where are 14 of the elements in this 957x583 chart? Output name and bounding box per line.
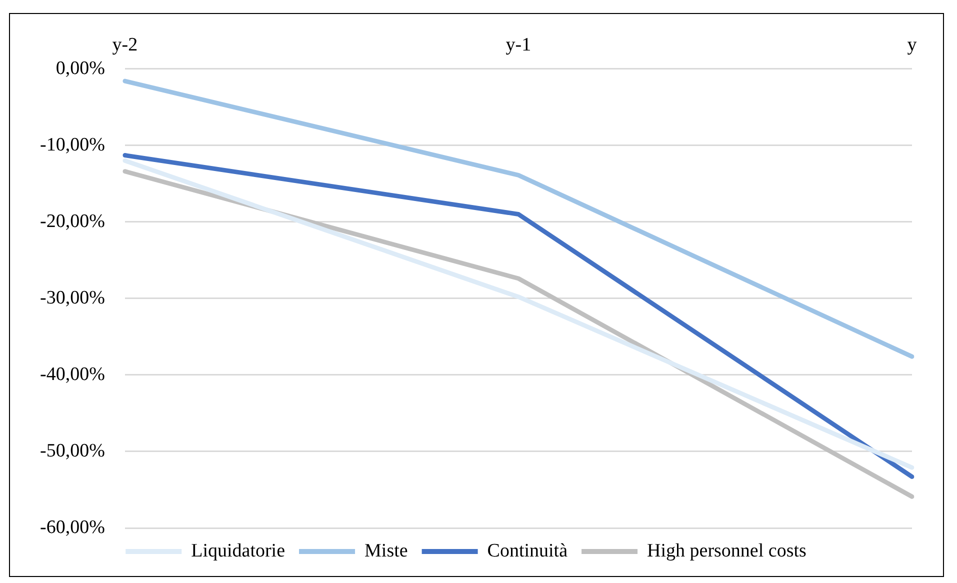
x-tick-label: y-1 bbox=[506, 34, 532, 56]
y-tick-label: -40,00% bbox=[40, 364, 106, 385]
y-tick-label: -30,00% bbox=[40, 287, 106, 308]
y-tick-label: -60,00% bbox=[40, 516, 106, 538]
x-tick-label: y bbox=[907, 34, 918, 56]
y-tick-label: -50,00% bbox=[40, 440, 106, 462]
legend-label: Miste bbox=[364, 540, 408, 562]
legend-label: Liquidatorie bbox=[191, 540, 286, 562]
y-tick-label: 0,00% bbox=[56, 58, 106, 79]
legend-label: Continuità bbox=[487, 540, 568, 562]
y-tick-label: -20,00% bbox=[40, 210, 106, 232]
x-tick-label: y-2 bbox=[112, 34, 138, 56]
y-tick-label: -10,00% bbox=[40, 134, 106, 156]
legend-label: High personnel costs bbox=[647, 540, 806, 562]
